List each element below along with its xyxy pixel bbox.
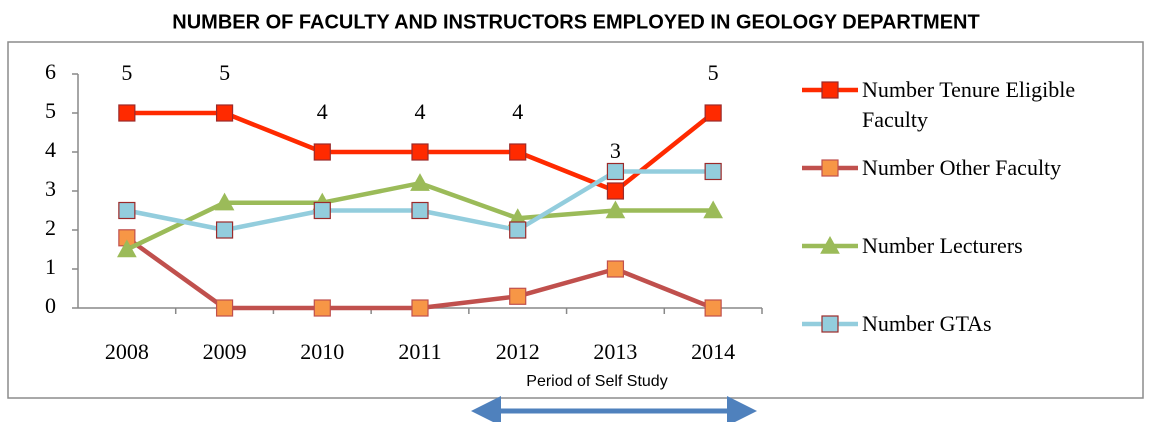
data-point [606,162,625,181]
annotation: Period of Self Study [526,373,667,390]
legend-marker [821,159,839,177]
data-point [411,143,429,161]
data-point [410,173,430,191]
data-point [509,287,527,305]
y-tick-label: 1 [45,254,56,279]
data-point [118,104,136,122]
data-point [605,200,626,219]
legend-label: Number Other Faculty [862,155,1062,180]
y-tick-label: 2 [45,215,56,240]
data-point [411,201,429,220]
data-point [509,143,527,161]
data-label: 4 [415,99,426,124]
data-point [214,192,235,211]
x-tick-label: 2013 [593,339,637,364]
data-point [704,299,722,317]
data-point [313,201,331,220]
data-point [313,143,331,161]
data-label: 4 [512,99,523,124]
series-line [125,235,714,311]
data-point [313,299,331,317]
x-tick-label: 2011 [398,339,441,364]
x-tick-label: 2012 [496,339,540,364]
y-tick-label: 4 [45,137,56,162]
data-point [703,200,723,219]
x-tick-label: 2008 [105,339,149,364]
y-tick-label: 5 [45,98,56,123]
data-point [215,299,234,317]
data-point [215,221,234,239]
x-tick-label: 2014 [691,339,735,364]
data-point [509,221,527,239]
data-label: 4 [317,99,328,124]
x-tick-label: 2009 [203,339,247,364]
legend-label: Number Tenure Eligible Faculty [862,77,1076,132]
legend-marker [821,81,839,99]
y-tick-label: 6 [45,59,56,84]
legend-label: Number GTAs [862,311,992,336]
data-point [117,239,137,258]
data-label: 5 [708,60,719,85]
x-tick-label: 2010 [300,339,344,364]
data-point [118,201,136,220]
chart-title: NUMBER OF FACULTY AND INSTRUCTORS EMPLOY… [172,11,979,33]
y-tick-label: 0 [45,293,56,318]
legend-marker [821,315,839,333]
data-point [606,260,625,278]
legend-label: Number Lecturers [862,233,1023,258]
data-label: 5 [121,60,132,85]
data-label: 3 [610,138,621,163]
data-point [704,104,722,122]
data-point [215,104,234,122]
legend-marker [820,235,840,254]
data-label: 5 [219,60,230,85]
data-point [704,162,722,181]
data-point [411,299,429,317]
y-tick-label: 3 [45,176,56,201]
data-point [606,182,625,200]
